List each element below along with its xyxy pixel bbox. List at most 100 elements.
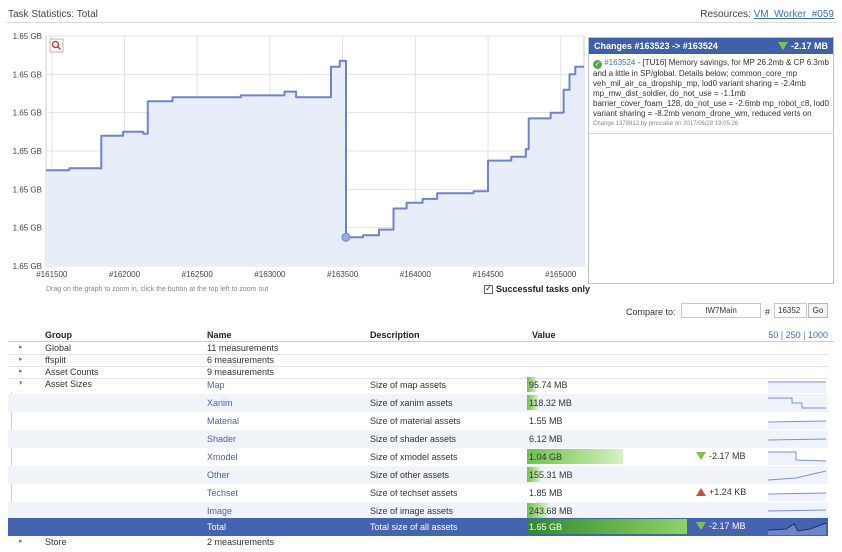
measurement-description: Total size of all assets: [370, 522, 458, 532]
y-tick-label: 1.65 GB: [13, 70, 42, 79]
column-header-value[interactable]: Value: [532, 330, 556, 340]
sparkline-area: [768, 382, 826, 393]
x-tick-label: #163500: [327, 270, 359, 279]
compare-label: Compare to:: [626, 307, 676, 317]
expand-arrow-icon[interactable]: ▸: [19, 538, 23, 545]
memory-chart[interactable]: 1.65 GB 1.65 GB 1.65 GB 1.65 GB 1.65 GB 1.65 …: [0, 26, 586, 284]
sparkline-area: [768, 421, 826, 429]
x-tick-label: #162500: [182, 270, 214, 279]
column-header-description[interactable]: Description: [370, 330, 420, 340]
expand-arrow-icon[interactable]: ▸: [19, 368, 23, 375]
group-row-store[interactable]: ▸ Store 2 measurements: [8, 537, 828, 549]
sparkline-line: [767, 420, 827, 423]
expand-arrow-icon[interactable]: ▸: [19, 356, 23, 363]
decrease-arrow-icon: [696, 452, 706, 460]
successful-tasks-checkbox[interactable]: ✓: [484, 284, 493, 294]
table-row[interactable]: Xanim Size of xanim assets 118.32 MB: [8, 394, 828, 412]
table-row[interactable]: Map Size of map assets 95.74 MB: [8, 376, 828, 394]
table-row[interactable]: Techset Size of techset assets 1.85 MB +…: [8, 484, 828, 502]
measurement-name[interactable]: Shader: [207, 434, 237, 444]
sparkline[interactable]: [766, 394, 828, 412]
zoom-out-button[interactable]: [49, 38, 64, 53]
group-row-asset-counts[interactable]: ▸ Asset Counts 9 measurements: [8, 367, 828, 379]
sparkline[interactable]: [766, 518, 828, 536]
sparkline[interactable]: [766, 448, 828, 466]
table-row[interactable]: Other Size of other assets 155.31 MB: [8, 466, 828, 484]
table-row[interactable]: Image Size of image assets 243.68 MB: [8, 502, 828, 520]
change-link[interactable]: #163524: [604, 58, 636, 67]
measurement-name[interactable]: Techset: [207, 488, 239, 498]
delta-value: +1.24 KB: [709, 487, 747, 497]
page-size-50[interactable]: 50: [768, 330, 779, 340]
value-cell: 1.65 GB: [527, 519, 687, 534]
sparkline-area: [768, 439, 826, 447]
group-row-asset-sizes[interactable]: ▾ Asset Sizes: [8, 379, 828, 393]
value-cell: 1.04 GB: [527, 449, 623, 464]
sparkline[interactable]: [766, 412, 828, 430]
total-row[interactable]: Total Total size of all assets 1.65 GB -…: [8, 518, 828, 536]
changes-delta: -2.17 MB: [777, 41, 828, 51]
value-text: 1.55 MB: [529, 416, 563, 426]
value-bar: [527, 377, 536, 392]
value-cell: 1.55 MB: [527, 413, 623, 428]
tree-guide-line: [11, 392, 12, 535]
sparkline[interactable]: [766, 484, 828, 502]
sparkline-line: [767, 522, 827, 532]
measurement-name[interactable]: Material: [207, 416, 240, 426]
table-row[interactable]: Xmodel Size of xmodel assets 1.04 GB -2.…: [8, 448, 828, 466]
delta-cell: +1.24 KB: [696, 487, 746, 497]
table-row[interactable]: Material Size of material assets 1.55 MB: [8, 412, 828, 430]
compare-hash: #: [765, 307, 771, 317]
measurement-name[interactable]: Total: [207, 522, 227, 532]
sparkline[interactable]: [766, 376, 828, 394]
panel-divider: [589, 133, 833, 134]
value-cell: 155.31 MB: [527, 467, 623, 482]
measurement-name[interactable]: Other: [207, 470, 230, 480]
group-row-global[interactable]: ▸ Global 11 measurements: [8, 343, 828, 355]
page-size-1000[interactable]: 1000: [807, 330, 828, 340]
compare-branch-input[interactable]: IW7Main: [681, 303, 761, 318]
measurement-name[interactable]: Map: [207, 380, 225, 390]
group-row-ffsplit[interactable]: ▸ ffsplit 6 measurements: [8, 355, 828, 367]
value-cell: 1.85 MB: [527, 485, 623, 500]
x-tick-label: #161500: [36, 270, 68, 279]
table-row[interactable]: Shader Size of shader assets 6.12 MB: [8, 430, 828, 448]
sparkline-line: [768, 451, 827, 462]
x-tick-label: #162000: [109, 270, 141, 279]
value-bar: [527, 503, 549, 518]
measurement-name[interactable]: Xanim: [207, 398, 233, 408]
column-header-group[interactable]: Group: [45, 330, 72, 340]
delta-cell: -2.17 MB: [696, 451, 746, 461]
value-text: 243.68 MB: [529, 506, 573, 516]
sparkline[interactable]: [766, 502, 828, 520]
resources-link[interactable]: VM_Worker_#059: [753, 9, 834, 20]
x-tick-label: #164000: [400, 270, 432, 279]
sparkline-area: [768, 510, 826, 519]
column-header-name[interactable]: Name: [207, 330, 232, 340]
sparkline-line: [767, 492, 827, 495]
sparkline[interactable]: [766, 430, 828, 448]
group-name: Asset Counts: [45, 367, 99, 377]
sparkline[interactable]: [766, 466, 828, 484]
magnifier-icon: [51, 40, 60, 49]
value-cell: 6.12 MB: [527, 431, 623, 446]
successful-tasks-toggle[interactable]: ✓ Successful tasks only: [484, 284, 590, 294]
group-name: Global: [45, 343, 72, 353]
group-measurements: 11 measurements: [207, 343, 279, 353]
sparkline-line: [767, 509, 827, 512]
value-text: 95.74 MB: [529, 380, 568, 390]
expand-arrow-icon[interactable]: ▸: [19, 344, 23, 351]
sparkline-area: [768, 471, 826, 483]
value-cell: 243.68 MB: [527, 503, 623, 518]
measurement-description: Size of material assets: [370, 416, 461, 426]
compare-change-input[interactable]: 16352: [774, 303, 807, 318]
measurement-name[interactable]: Xmodel: [207, 452, 238, 462]
measurement-description: Size of xanim assets: [370, 398, 453, 408]
measurement-name[interactable]: Image: [207, 506, 233, 516]
resources: Resources: VM_Worker_#059: [700, 9, 834, 20]
measurement-description: Size of techset assets: [370, 488, 458, 498]
value-bar: [527, 395, 538, 410]
compare-go-button[interactable]: Go: [808, 303, 828, 318]
page-size-250[interactable]: 250: [785, 330, 801, 340]
collapse-arrow-icon[interactable]: ▾: [19, 380, 23, 387]
